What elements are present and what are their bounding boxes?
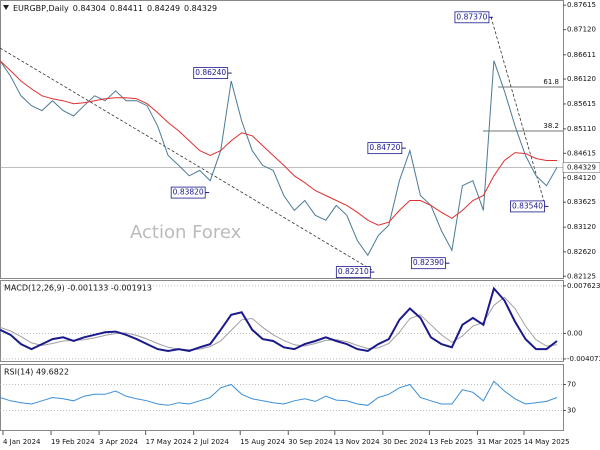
y-tick-label: 0.84120 — [567, 174, 596, 182]
x-tick-label: 2 Jul 2024 — [194, 438, 230, 446]
chart-title: EURGBP,Daily 0.84304 0.84411 0.84249 0.84329 — [13, 4, 217, 13]
ohlc-open: 0.84304 — [73, 4, 106, 13]
x-tick-label: 30 Sep 2024 — [288, 438, 333, 446]
y-tick-label: 0.82125 — [567, 272, 596, 280]
x-tick-label: 15 Aug 2024 — [240, 438, 285, 446]
annotation-box — [410, 257, 446, 270]
series-line — [0, 296, 558, 351]
y-tick-label: 0.85110 — [567, 125, 596, 133]
x-tick-label: 17 May 2024 — [146, 438, 192, 446]
x-tick-label: 30 Dec 2024 — [383, 438, 428, 446]
annotation-label: 0.87370 — [456, 12, 487, 21]
annotation-label: 0.83540 — [512, 201, 543, 210]
ohlc-low: 0.84249 — [147, 4, 180, 13]
y-tick-label: 0.86611 — [567, 51, 596, 59]
x-tick-label: 31 Mar 2025 — [477, 438, 521, 446]
y-tick-label: 0.83625 — [567, 198, 596, 206]
annotation-box — [367, 142, 403, 155]
x-tick-label: 14 May 2025 — [524, 438, 570, 446]
y-tick-label: 0.87120 — [567, 26, 596, 34]
y-tick-label: -0.004073 — [567, 355, 600, 363]
ohlc-high: 0.84411 — [110, 4, 143, 13]
menu-icon — [3, 5, 9, 10]
series-line — [0, 286, 558, 353]
annotation-box — [193, 67, 229, 79]
y-tick-label: 0.86120 — [567, 75, 596, 83]
macd-title: MACD(12,26,9) -0.001133 -0.001913 — [4, 284, 152, 293]
series-line — [0, 380, 558, 406]
rsi-title: RSI(14) 49.6822 — [4, 368, 69, 377]
symbol: EURGBP,Daily — [13, 4, 69, 13]
x-tick-label: 3 Apr 2024 — [99, 438, 138, 446]
y-tick-label: 0.84615 — [567, 149, 596, 157]
x-tick-label: 19 Feb 2024 — [51, 438, 95, 446]
y-tick-label: 0.00 — [567, 330, 583, 338]
y-tick-label: 0.87615 — [567, 1, 596, 9]
watermark: Action Forex — [130, 222, 242, 243]
annotation-box — [335, 266, 371, 278]
series-line — [0, 60, 557, 226]
series-line — [0, 60, 558, 257]
annotation-label: 0.82390 — [413, 258, 444, 267]
annotation-box — [170, 186, 206, 199]
x-tick-label: 4 Jan 2024 — [3, 438, 41, 446]
trend-line — [490, 16, 546, 206]
x-tick-label: 13 Nov 2024 — [335, 438, 380, 446]
fib-label: 61.8 — [543, 78, 559, 86]
rsi-panel — [0, 364, 564, 431]
annotation-label: 0.83820 — [173, 188, 204, 197]
x-tick-label: 13 Feb 2025 — [429, 438, 473, 446]
annotation-box — [454, 11, 490, 24]
annotation-label: 0.84720 — [369, 143, 400, 152]
annotation-label: 0.82210 — [338, 267, 369, 276]
trend-line — [0, 47, 373, 271]
ohlc-close: 0.84329 — [184, 4, 217, 13]
y-tick-label: 70 — [567, 381, 576, 389]
y-tick-label: 0.85615 — [567, 100, 596, 108]
y-tick-label: 30 — [567, 407, 576, 415]
annotation-label: 0.86240 — [195, 68, 226, 77]
fib-label: 38.2 — [543, 122, 559, 130]
price-panel — [0, 0, 564, 279]
y-tick-label: 0.007623 — [567, 282, 600, 290]
last-price-label: 0.84329 — [567, 163, 596, 171]
annotation-box — [510, 200, 545, 213]
y-tick-label: 0.83120 — [567, 223, 596, 231]
last-price-box — [562, 162, 600, 173]
y-tick-label: 0.82620 — [567, 248, 596, 256]
